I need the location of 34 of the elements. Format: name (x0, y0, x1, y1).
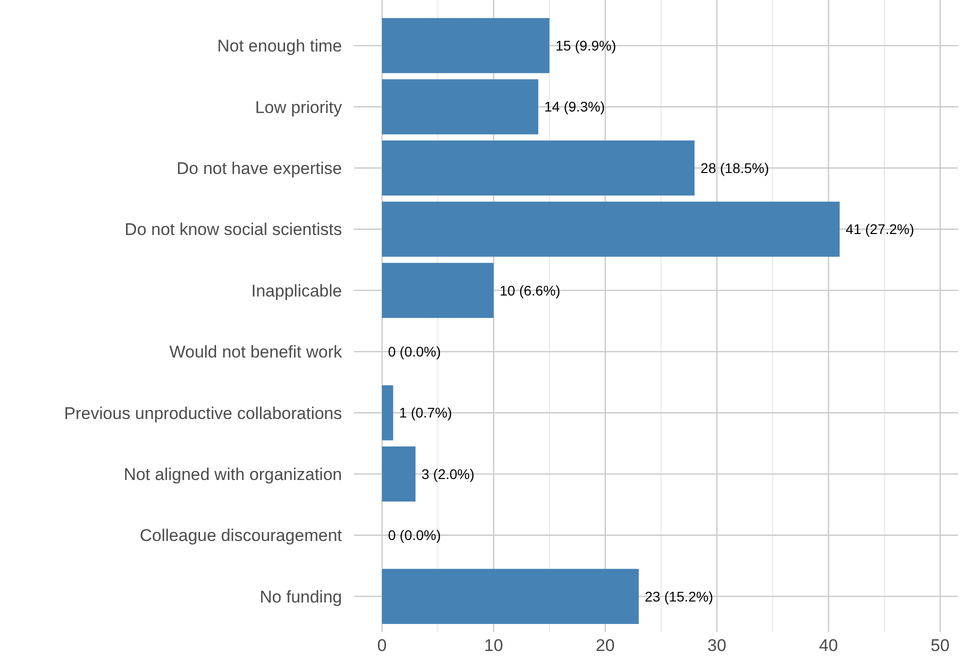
data-label: 0 (0.0%) (388, 344, 441, 360)
y-tick-label: Not aligned with organization (124, 464, 342, 484)
y-tick-label: Previous unproductive collaborations (64, 404, 342, 423)
y-tick-label: Low priority (255, 98, 342, 117)
data-label: 1 (0.7%) (399, 404, 452, 421)
y-tick-label: Inapplicable (251, 281, 342, 300)
y-tick-label: Colleague discouragement (140, 526, 342, 546)
data-label: 0 (0.0%) (388, 527, 441, 544)
x-tick-label: 20 (596, 636, 615, 655)
bar (382, 202, 840, 257)
bar (382, 385, 394, 440)
y-tick-label: Do not know social scientists (124, 220, 342, 240)
y-tick-label: Would not benefit work (169, 342, 342, 362)
bar (382, 446, 416, 502)
data-label: 14 (9.3%) (544, 98, 605, 115)
data-label: 41 (27.2%) (846, 221, 914, 238)
x-tick-label: 50 (930, 636, 950, 655)
y-tick-label: Do not have expertise (176, 158, 342, 178)
bar (382, 568, 639, 624)
data-label: 28 (18.5%) (700, 160, 770, 176)
data-label: 23 (15.2%) (644, 588, 714, 604)
bar (382, 18, 550, 74)
x-tick-label: 40 (819, 636, 838, 655)
x-tick-label: 0 (377, 636, 387, 655)
x-tick-label: 30 (707, 636, 726, 655)
bar (382, 140, 695, 196)
data-label: 3 (2.0%) (421, 466, 474, 482)
y-tick-label: Not enough time (217, 36, 342, 56)
bar (382, 262, 494, 318)
bar (382, 79, 538, 134)
y-tick-label: No funding (260, 587, 342, 606)
data-label: 10 (6.6%) (500, 282, 560, 298)
data-label: 15 (9.9%) (555, 38, 616, 54)
x-tick-label: 10 (484, 636, 504, 655)
